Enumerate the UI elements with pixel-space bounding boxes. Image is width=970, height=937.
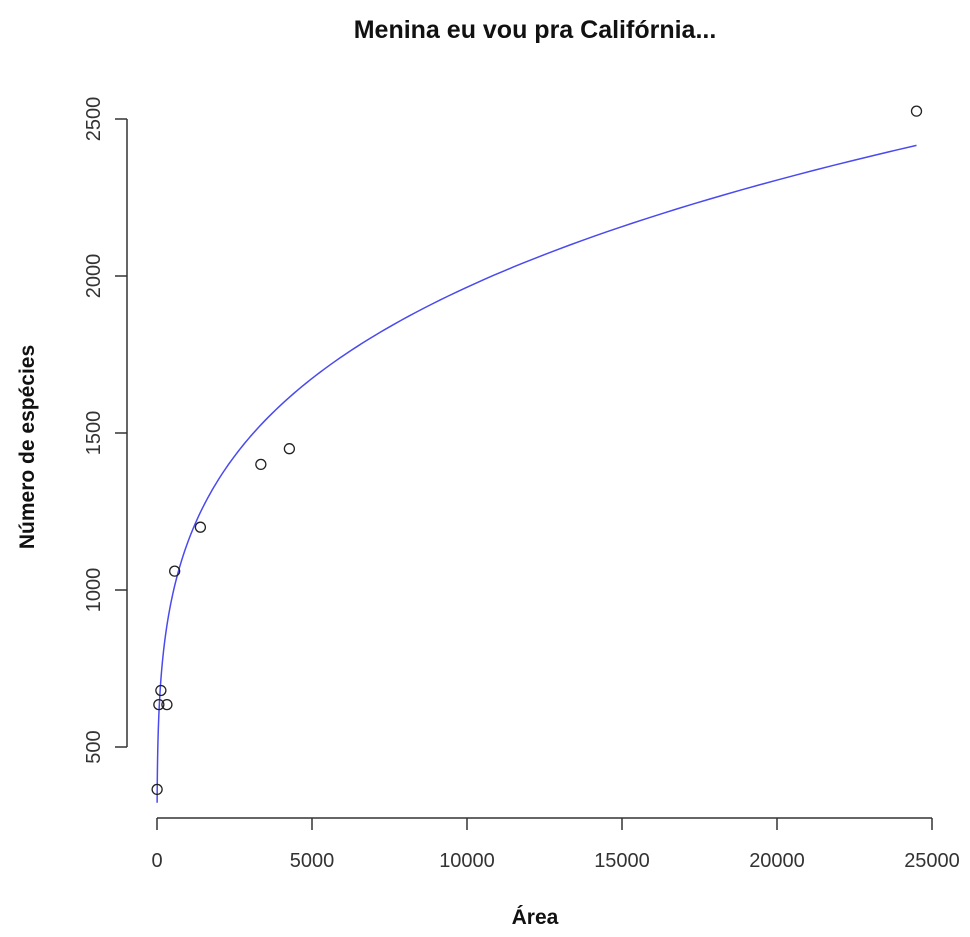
data-point [155,684,167,697]
data-point [151,783,163,796]
y-tick-label: 2500 [83,97,105,142]
data-point [283,443,296,455]
x-tick-label: 15000 [594,850,650,872]
data-point [910,105,923,117]
y-ticks: 500 1000 1500 2000 2500 [83,97,127,764]
x-tick-label: 10000 [439,850,495,872]
data-point [255,458,267,471]
y-axis-label: Número de espécies [16,345,39,549]
fit-curve [156,144,917,803]
y-tick-label: 1500 [83,411,105,456]
x-axis-label: Área [512,906,559,929]
y-tick-label: 1000 [83,568,105,613]
data-point [194,521,207,533]
data-point [169,565,181,577]
x-tick-label: 20000 [749,850,805,872]
data-points [151,105,923,796]
y-tick-label: 2000 [83,254,105,299]
chart-title: Menina eu vou pra Califórnia... [354,16,717,44]
x-tick-label: 0 [151,850,162,872]
x-tick-label: 5000 [290,850,335,872]
x-tick-label: 25000 [904,850,960,872]
y-tick-label: 500 [83,730,105,763]
x-ticks: 0 5000 10000 15000 20000 25000 [151,818,960,872]
data-point [161,698,173,711]
data-point [153,698,165,711]
